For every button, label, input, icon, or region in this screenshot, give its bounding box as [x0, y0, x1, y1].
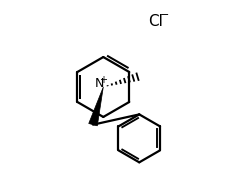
Text: N: N	[94, 77, 104, 90]
Text: −: −	[160, 10, 169, 20]
Polygon shape	[89, 87, 103, 126]
Text: Cl: Cl	[148, 14, 163, 29]
Text: +: +	[99, 75, 107, 85]
